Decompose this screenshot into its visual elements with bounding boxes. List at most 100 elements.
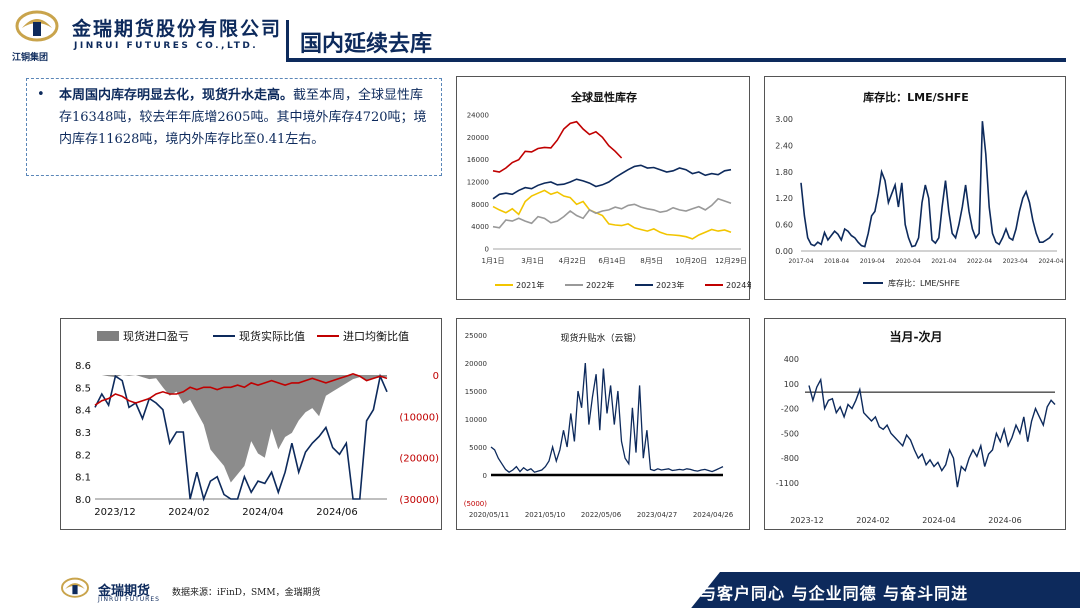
x-tick-label: 3月1日 xyxy=(521,257,544,265)
series-line xyxy=(800,121,1054,248)
legend-swatch xyxy=(97,331,119,341)
legend-label: 现货实际比值 xyxy=(239,329,305,343)
summary-box: • 本周国内库存明显去化，现货升水走高。截至本周，全球显性库存16348吨，较去… xyxy=(26,78,442,176)
jinrui-logo-icon xyxy=(15,10,59,42)
x-tick-label: 4月22日 xyxy=(559,257,586,265)
y-right-tick-label: (30000) xyxy=(399,495,439,506)
legend-label: 2023年 xyxy=(656,280,684,290)
y-tick-label: 24000 xyxy=(467,112,489,120)
chart-import-profit: 8.0 8.1 8.2 8.3 8.4 8.5 8.6 (30000) (20000) (1000… xyxy=(60,318,442,530)
bullet: • xyxy=(37,87,45,102)
series-line-0 xyxy=(94,373,388,502)
chart-title: 当月-次月 xyxy=(890,329,943,344)
summary-lead: 本周国内库存明显去化，现货升水走高。 xyxy=(59,88,294,103)
x-tick-label: 6月14日 xyxy=(598,257,625,265)
x-tick-label: 2024/02 xyxy=(168,507,210,518)
legend-label: 2024年 xyxy=(726,280,751,290)
x-tick-label: 2023/04/27 xyxy=(637,511,677,519)
y-tick-label: 3.00 xyxy=(775,115,793,124)
y-right-tick-label: 0 xyxy=(433,371,439,382)
group-name: 江铜集团 xyxy=(12,53,49,63)
footer-company-name: 金瑞期货 xyxy=(98,584,151,599)
chart-global-inventory-svg: 全球显性库存 0 4000 8000 12000 16000 20000 24000 1月1日 3… xyxy=(467,90,751,290)
y-left-tick-label: 8.0 xyxy=(75,495,91,506)
y-left-tick-label: 8.2 xyxy=(75,450,91,461)
legend-label: 2022年 xyxy=(586,280,614,290)
y-tick-label: 10000 xyxy=(465,416,487,424)
page-title: 国内延续去库 xyxy=(300,31,433,57)
series-line-3 xyxy=(492,120,623,173)
series-line-0 xyxy=(492,189,732,240)
footer-slogan: 与客户同心 与企业同德 与奋斗同进 xyxy=(700,584,969,603)
legend-label: 库存比：LME/SHFE xyxy=(888,278,960,288)
company-name-en: JINRUI FUTURES CO.,LTD. xyxy=(74,41,259,51)
chart-title: 全球显性库存 xyxy=(570,90,637,104)
x-tick-label: 2024-04 xyxy=(922,516,955,525)
company-name: 金瑞期货股份有限公司 xyxy=(72,18,283,40)
y-tick-label: 1.80 xyxy=(775,168,793,177)
series-line-2 xyxy=(492,164,732,200)
x-tick-label: 1月1日 xyxy=(482,257,505,265)
x-tick-label: 2021/05/10 xyxy=(525,511,565,519)
y-tick-label: -1100 xyxy=(776,479,799,488)
series-line-1 xyxy=(94,373,388,406)
y-tick-label: 20000 xyxy=(467,134,489,142)
y-tick-label: -500 xyxy=(781,429,799,438)
x-tick-label: 2018-04 xyxy=(824,258,849,265)
y-tick-label: 20000 xyxy=(465,360,487,368)
footer-company-name-en: JINRUI FUTURES xyxy=(98,596,160,603)
y-tick-label: -200 xyxy=(781,405,799,414)
x-tick-label: 2024/04 xyxy=(242,507,284,518)
x-tick-label: 2022/05/06 xyxy=(581,511,622,519)
x-tick-label: 2024/06 xyxy=(316,507,358,518)
legend-label: 进口均衡比值 xyxy=(343,330,409,343)
x-tick-label: 2021-04 xyxy=(931,258,956,265)
x-tick-label: 2023-12 xyxy=(790,516,823,525)
x-tick-label: 2024-06 xyxy=(988,516,1021,525)
chart-title: 库存比：LME/SHFE xyxy=(863,90,969,104)
y-tick-label: 0.60 xyxy=(775,221,793,230)
footer: 金瑞期货 JINRUI FUTURES 数据来源：iFinD，SMM，金瑞期货 … xyxy=(0,572,1080,608)
y-right-tick-label: (10000) xyxy=(399,412,439,423)
y-right-tick-label: (20000) xyxy=(399,454,439,465)
x-tick-label: 2020-04 xyxy=(896,258,921,265)
chart-spot-premium-svg: 现货升贴水（云锡） (5000) 0 5000 10000 15000 20000 25000… xyxy=(464,332,734,519)
x-tick-label: 2024-04 xyxy=(1038,258,1063,265)
series-line xyxy=(490,362,724,473)
y-left-tick-label: 8.1 xyxy=(75,473,91,484)
x-tick-label: 8月5日 xyxy=(640,257,663,265)
y-tick-label: 400 xyxy=(784,355,799,364)
chart-global-inventory: 全球显性库存 0 4000 8000 12000 16000 20000 24000 1月1日 3… xyxy=(456,76,751,300)
title-accent-bar xyxy=(286,20,289,58)
jinrui-footer-logo-icon xyxy=(61,577,89,598)
y-tick-label: 5000 xyxy=(469,444,487,452)
footer-left-panel xyxy=(0,572,720,608)
header-divider xyxy=(286,58,1066,62)
series-line-1 xyxy=(492,197,732,229)
x-tick-label: 2023-04 xyxy=(1003,258,1028,265)
chart-title: 现货升贴水（云锡） xyxy=(560,332,641,344)
series-line xyxy=(808,377,1056,488)
summary-text: 本周国内库存明显去化，现货升水走高。截至本周，全球显性库存16348吨，较去年年… xyxy=(59,85,433,151)
summary-body: 截至本周，全球显性库存16348吨，较去年年底增2605吨。其中境外库存4720… xyxy=(59,88,427,147)
x-tick-label: 2022-04 xyxy=(967,258,992,265)
chart-month-spread-svg: 当月-次月 400 100 -200 -500 -800 -1100 2023-12 2024-… xyxy=(776,329,1056,525)
chart-spot-premium: 现货升贴水（云锡） (5000) 0 5000 10000 15000 20000 25000… xyxy=(456,318,750,530)
legend-label: 2021年 xyxy=(516,280,544,290)
x-tick-label: 2024/04/26 xyxy=(693,511,734,519)
header: 金瑞期货股份有限公司 JINRUI FUTURES CO.,LTD. 江铜集团 … xyxy=(0,0,1080,64)
x-tick-label: 12月29日 xyxy=(715,257,747,265)
x-tick-label: 2019-04 xyxy=(860,258,885,265)
chart-stock-ratio: 库存比：LME/SHFE 0.00 0.60 1.20 1.80 2.40 3.00 2017… xyxy=(764,76,1066,300)
chart-import-profit-svg: 8.0 8.1 8.2 8.3 8.4 8.5 8.6 (30000) (20000) (1000… xyxy=(75,329,439,518)
y-tick-label: (5000) xyxy=(464,500,488,508)
data-source: 数据来源：iFinD，SMM，金瑞期货 xyxy=(172,588,321,598)
y-tick-label: 100 xyxy=(784,380,799,389)
y-tick-label: 16000 xyxy=(467,156,489,164)
y-tick-label: 2.40 xyxy=(775,141,793,150)
x-tick-label: 2024-02 xyxy=(856,516,889,525)
y-tick-label: 0 xyxy=(485,246,489,254)
x-tick-label: 2023/12 xyxy=(94,507,136,518)
y-tick-label: 4000 xyxy=(471,223,489,231)
x-tick-label: 2017-04 xyxy=(788,258,813,265)
